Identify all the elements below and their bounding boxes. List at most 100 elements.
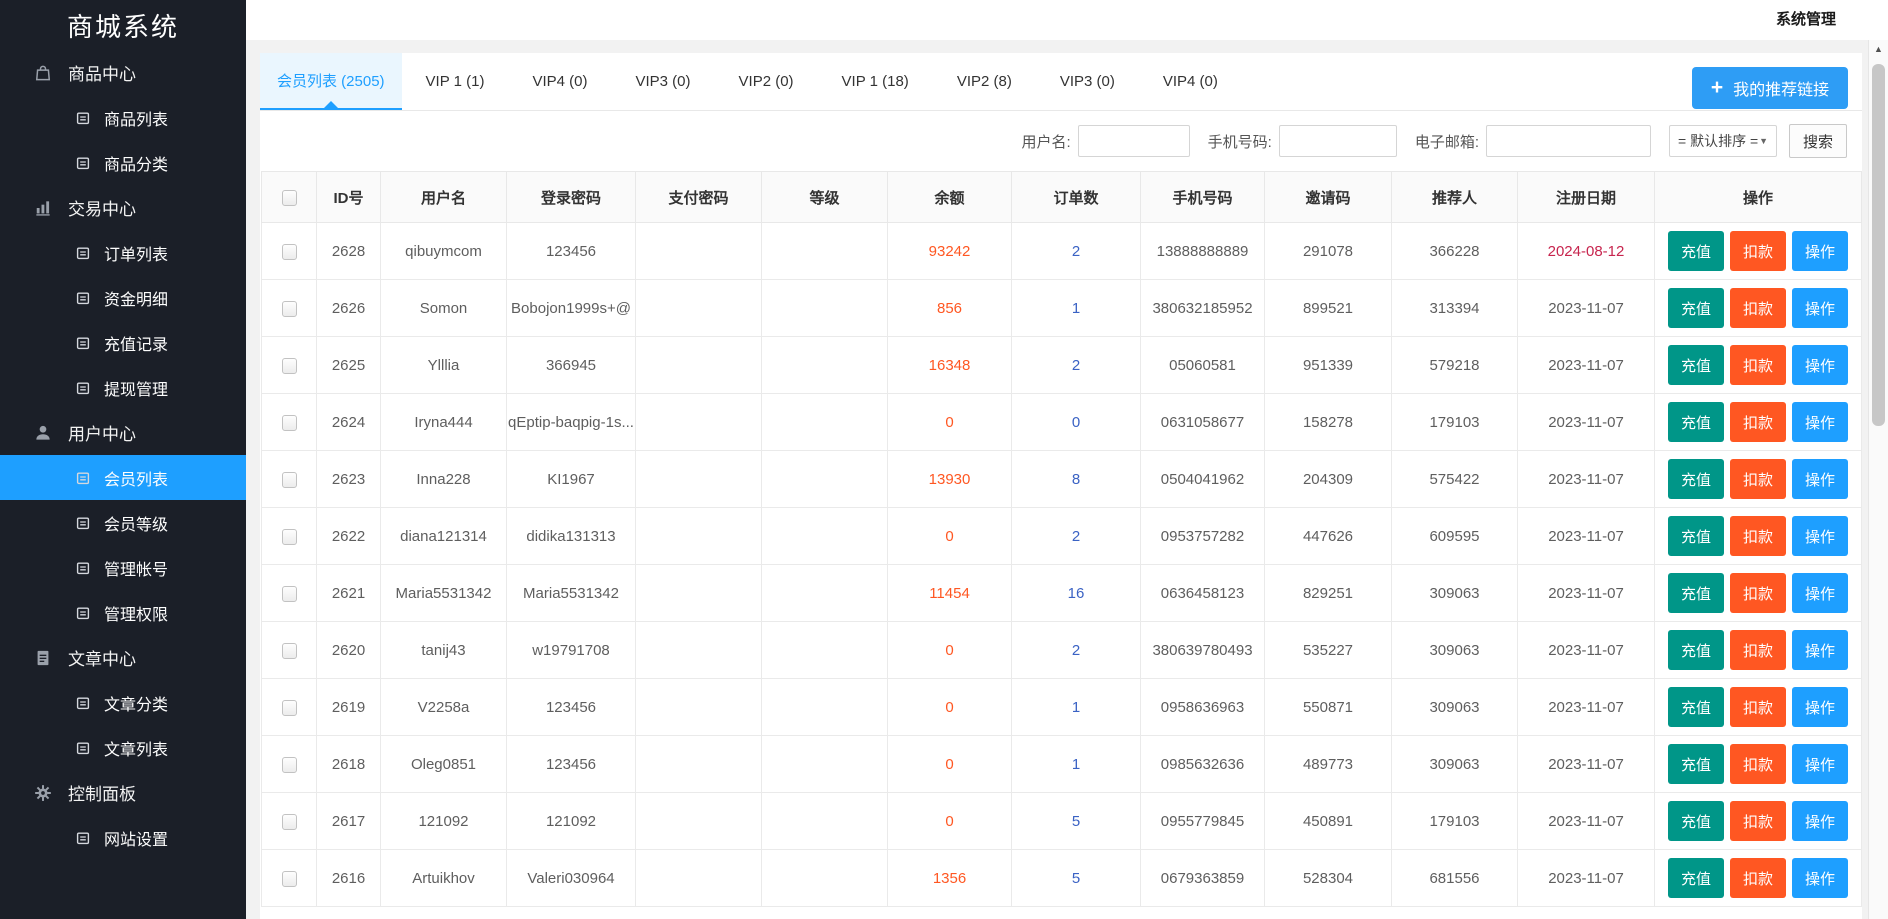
more-actions-button[interactable]: 操作: [1792, 288, 1849, 328]
sidebar-item[interactable]: 管理权限: [0, 590, 246, 635]
orders-link[interactable]: 1: [1011, 279, 1141, 337]
deduct-button[interactable]: 扣款: [1729, 345, 1786, 385]
tab-3[interactable]: VIP3 (0): [611, 53, 714, 110]
more-actions-button[interactable]: 操作: [1792, 630, 1849, 670]
more-actions-button[interactable]: 操作: [1792, 516, 1849, 556]
more-actions-button[interactable]: 操作: [1792, 573, 1849, 613]
select-all-checkbox[interactable]: [281, 189, 297, 206]
row-checkbox[interactable]: [281, 699, 297, 716]
sidebar-group-header[interactable]: 控制面板: [0, 770, 246, 815]
orders-link[interactable]: 0: [1011, 393, 1141, 451]
deduct-button[interactable]: 扣款: [1729, 231, 1786, 271]
row-checkbox[interactable]: [281, 813, 297, 830]
sidebar-group-header[interactable]: 用户中心: [0, 410, 246, 455]
recharge-button[interactable]: 充值: [1667, 687, 1724, 727]
sidebar-item[interactable]: 订单列表: [0, 230, 246, 275]
more-actions-button[interactable]: 操作: [1792, 687, 1849, 727]
row-checkbox[interactable]: [281, 870, 297, 887]
tab-7[interactable]: VIP3 (0): [1036, 53, 1139, 110]
tab-0[interactable]: 会员列表 (2505): [260, 53, 402, 110]
tab-1[interactable]: VIP 1 (1): [402, 53, 509, 110]
orders-link[interactable]: 2: [1011, 336, 1141, 394]
recharge-button[interactable]: 充值: [1667, 630, 1724, 670]
tab-2[interactable]: VIP4 (0): [508, 53, 611, 110]
row-checkbox[interactable]: [281, 756, 297, 773]
more-actions-button[interactable]: 操作: [1792, 744, 1849, 784]
recharge-button[interactable]: 充值: [1667, 231, 1724, 271]
vertical-scrollbar[interactable]: ▲: [1868, 40, 1888, 919]
recharge-button[interactable]: 充值: [1667, 516, 1724, 556]
scroll-up-arrow-icon[interactable]: ▲: [1874, 44, 1883, 54]
orders-link[interactable]: 1: [1011, 735, 1141, 793]
orders-link[interactable]: 5: [1011, 792, 1141, 850]
recharge-button[interactable]: 充值: [1667, 288, 1724, 328]
sidebar-item[interactable]: 会员列表: [0, 455, 246, 500]
orders-link[interactable]: 2: [1011, 507, 1141, 565]
row-checkbox[interactable]: [281, 528, 297, 545]
deduct-button[interactable]: 扣款: [1729, 687, 1786, 727]
balance-cell: 13930: [887, 450, 1012, 508]
sidebar-item[interactable]: 提现管理: [0, 365, 246, 410]
tab-6[interactable]: VIP2 (8): [933, 53, 1036, 110]
search-button[interactable]: 搜索: [1789, 124, 1847, 158]
deduct-button[interactable]: 扣款: [1729, 459, 1786, 499]
tab-4[interactable]: VIP2 (0): [715, 53, 818, 110]
orders-link[interactable]: 8: [1011, 450, 1141, 508]
deduct-button[interactable]: 扣款: [1729, 801, 1786, 841]
list-icon: [73, 156, 93, 170]
recharge-button[interactable]: 充值: [1667, 345, 1724, 385]
sidebar-group-header[interactable]: 交易中心: [0, 185, 246, 230]
recharge-button[interactable]: 充值: [1667, 573, 1724, 613]
row-checkbox[interactable]: [281, 300, 297, 317]
tab-8[interactable]: VIP4 (0): [1139, 53, 1242, 110]
recharge-button[interactable]: 充值: [1667, 459, 1724, 499]
orders-link[interactable]: 2: [1011, 621, 1141, 679]
sidebar-item[interactable]: 会员等级: [0, 500, 246, 545]
more-actions-button[interactable]: 操作: [1792, 345, 1849, 385]
more-actions-button[interactable]: 操作: [1792, 402, 1849, 442]
more-actions-button[interactable]: 操作: [1792, 801, 1849, 841]
deduct-button[interactable]: 扣款: [1729, 744, 1786, 784]
my-referral-link-button[interactable]: + 我的推荐链接: [1692, 67, 1848, 109]
sidebar-item[interactable]: 充值记录: [0, 320, 246, 365]
more-actions-button[interactable]: 操作: [1792, 231, 1849, 271]
scrollbar-thumb[interactable]: [1872, 64, 1885, 426]
sidebar-item[interactable]: 资金明细: [0, 275, 246, 320]
sidebar-item[interactable]: 文章列表: [0, 725, 246, 770]
row-checkbox[interactable]: [281, 243, 297, 260]
row-checkbox[interactable]: [281, 357, 297, 374]
row-checkbox[interactable]: [281, 642, 297, 659]
row-checkbox[interactable]: [281, 414, 297, 431]
sidebar-item[interactable]: 网站设置: [0, 815, 246, 860]
sort-select[interactable]: = 默认排序 = ▼: [1669, 125, 1777, 157]
tab-5[interactable]: VIP 1 (18): [818, 53, 933, 110]
recharge-button[interactable]: 充值: [1667, 402, 1724, 442]
recharge-button[interactable]: 充值: [1667, 744, 1724, 784]
deduct-button[interactable]: 扣款: [1729, 516, 1786, 556]
phone-input[interactable]: [1278, 125, 1397, 157]
topbar-item-system-management[interactable]: 系统管理: [1775, 11, 1836, 28]
sidebar-item[interactable]: 文章分类: [0, 680, 246, 725]
username-input[interactable]: [1077, 125, 1190, 157]
orders-link[interactable]: 16: [1011, 564, 1141, 622]
deduct-button[interactable]: 扣款: [1729, 573, 1786, 613]
deduct-button[interactable]: 扣款: [1729, 858, 1786, 898]
sidebar-item[interactable]: 管理帐号: [0, 545, 246, 590]
email-input[interactable]: [1486, 125, 1651, 157]
recharge-button[interactable]: 充值: [1667, 858, 1724, 898]
orders-link[interactable]: 5: [1011, 849, 1141, 907]
sidebar-item[interactable]: 商品列表: [0, 95, 246, 140]
recharge-button[interactable]: 充值: [1667, 801, 1724, 841]
sidebar-group-header[interactable]: 商品中心: [0, 50, 246, 95]
sidebar-group-header[interactable]: 文章中心: [0, 635, 246, 680]
deduct-button[interactable]: 扣款: [1729, 288, 1786, 328]
more-actions-button[interactable]: 操作: [1792, 858, 1849, 898]
sidebar-item[interactable]: 商品分类: [0, 140, 246, 185]
deduct-button[interactable]: 扣款: [1729, 630, 1786, 670]
orders-link[interactable]: 1: [1011, 678, 1141, 736]
row-checkbox[interactable]: [281, 585, 297, 602]
more-actions-button[interactable]: 操作: [1792, 459, 1849, 499]
row-checkbox[interactable]: [281, 471, 297, 488]
orders-link[interactable]: 2: [1011, 222, 1141, 280]
deduct-button[interactable]: 扣款: [1729, 402, 1786, 442]
